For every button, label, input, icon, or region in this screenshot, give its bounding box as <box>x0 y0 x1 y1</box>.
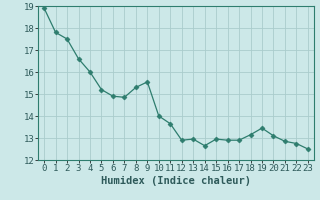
X-axis label: Humidex (Indice chaleur): Humidex (Indice chaleur) <box>101 176 251 186</box>
